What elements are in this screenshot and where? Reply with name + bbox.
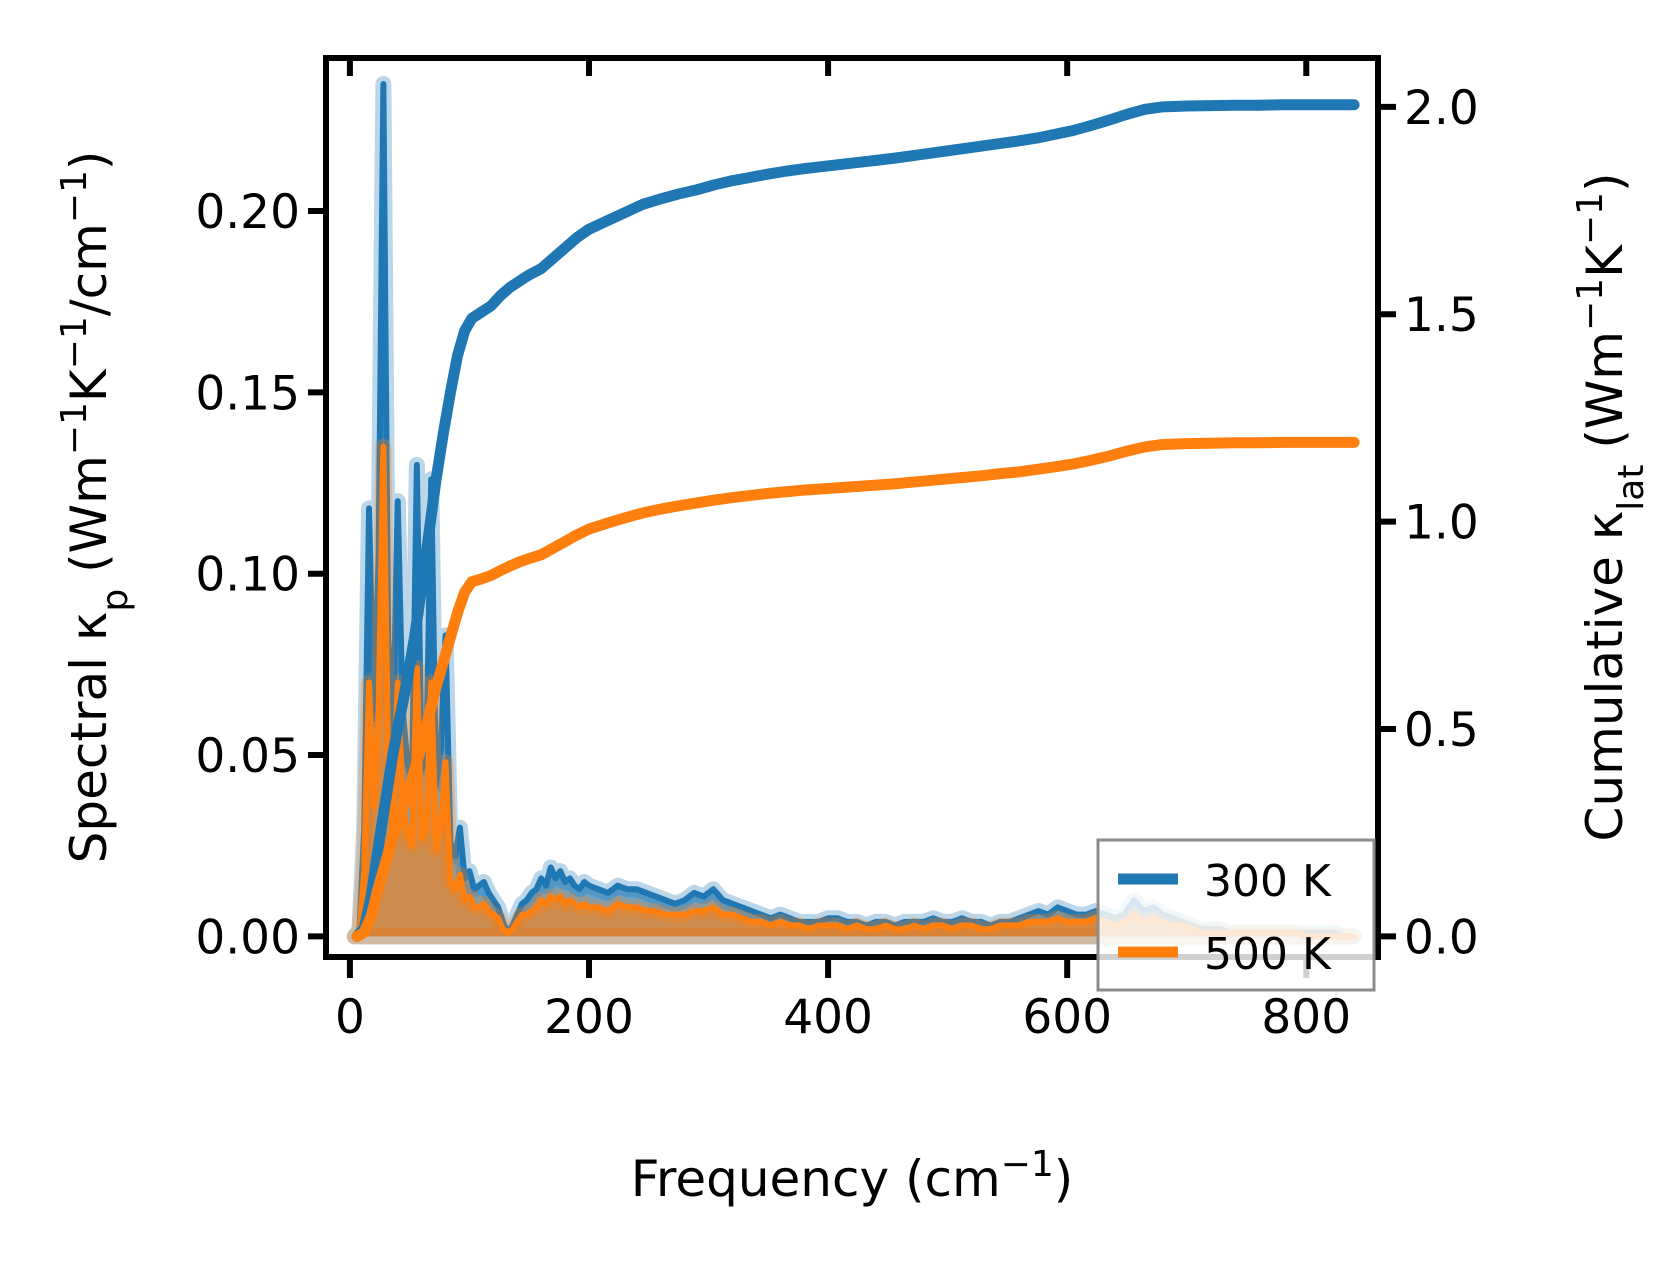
x-tick-label-0: 0 — [335, 990, 365, 1045]
x-tick-label-400: 400 — [783, 990, 873, 1045]
x-tick-label-600: 600 — [1022, 990, 1112, 1045]
y-right-tick-label-0.0: 0.0 — [1404, 910, 1479, 965]
y-left-tick-label-0.15: 0.15 — [195, 366, 300, 421]
cumulative-line-300-k-cumulative — [351, 99, 1360, 942]
y-left-tick-label-0.00: 0.00 — [195, 910, 300, 965]
legend-box — [1096, 838, 1376, 992]
x-axis-title: Frequency (cm−1) — [631, 1144, 1074, 1209]
y-right-tick-label-2.0: 2.0 — [1404, 81, 1479, 136]
y-axis-right-title: Cumulative κlat (Wm−1K−1) — [1570, 173, 1652, 842]
y-left-tick-label-0.20: 0.20 — [195, 185, 300, 240]
legend-label-300k: 300 K — [1204, 856, 1332, 907]
cumulative-line-500-k-cumulative — [351, 436, 1360, 942]
y-axis-left-title: Spectral κp (Wm−1K−1/cm−1) — [54, 151, 136, 864]
x-tick-label-200: 200 — [544, 990, 634, 1045]
y-right-tick-label-0.5: 0.5 — [1404, 703, 1479, 758]
y-right-tick-label-1.5: 1.5 — [1404, 288, 1479, 343]
tick-labels-layer: 0 200 400 600 800 0.00 0.05 0.10 0.15 0.20 0.0 0.5 1… — [195, 81, 1478, 1045]
cumulative-line-layer — [351, 99, 1360, 942]
legend[interactable]: 300 K 500 K — [1096, 838, 1376, 992]
y-left-tick-label-0.05: 0.05 — [195, 729, 300, 784]
y-right-tick-label-1.0: 1.0 — [1404, 496, 1479, 551]
y-left-tick-label-0.10: 0.10 — [195, 548, 300, 603]
legend-entry-500k[interactable]: 500 K — [1118, 929, 1332, 980]
plot-area-background — [326, 55, 1378, 960]
x-tick-label-800: 800 — [1261, 990, 1351, 1045]
legend-entry-300k[interactable]: 300 K — [1118, 856, 1332, 907]
legend-label-500k: 500 K — [1204, 929, 1332, 980]
